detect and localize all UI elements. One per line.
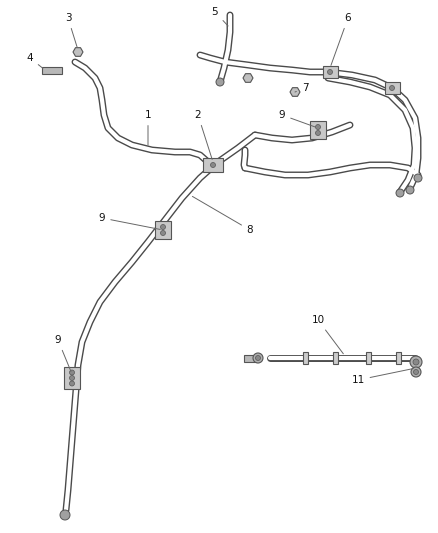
Text: 9: 9 (99, 213, 160, 230)
Circle shape (396, 189, 404, 197)
Bar (365, 352, 371, 364)
Bar (322, 66, 338, 78)
Polygon shape (290, 87, 300, 96)
Text: 9: 9 (279, 110, 315, 127)
Circle shape (70, 376, 74, 381)
Circle shape (328, 69, 332, 75)
Text: 11: 11 (351, 368, 413, 385)
Circle shape (216, 78, 224, 86)
Bar (332, 352, 338, 364)
Text: 2: 2 (194, 110, 212, 159)
Bar (396, 352, 400, 364)
Bar (310, 121, 326, 139)
Circle shape (211, 163, 215, 167)
Bar (244, 354, 258, 361)
Text: 3: 3 (65, 13, 77, 47)
Bar (203, 158, 223, 172)
Circle shape (160, 230, 166, 236)
Circle shape (255, 356, 261, 360)
Circle shape (70, 381, 74, 386)
Circle shape (60, 510, 70, 520)
Bar (64, 367, 80, 389)
Text: 1: 1 (145, 110, 151, 145)
Text: 7: 7 (295, 83, 308, 93)
Bar (42, 67, 62, 74)
Circle shape (389, 85, 395, 91)
Polygon shape (73, 47, 83, 56)
Bar (385, 82, 399, 94)
Circle shape (414, 174, 422, 182)
Circle shape (315, 125, 321, 130)
Text: 4: 4 (27, 53, 43, 68)
Circle shape (160, 224, 166, 230)
Circle shape (253, 353, 263, 363)
Circle shape (413, 359, 419, 365)
Circle shape (315, 131, 321, 135)
Circle shape (406, 186, 414, 194)
Circle shape (411, 367, 421, 377)
Text: 9: 9 (55, 335, 71, 372)
Circle shape (410, 356, 422, 368)
Text: 5: 5 (212, 7, 228, 26)
Bar (303, 352, 307, 364)
Text: 6: 6 (331, 13, 351, 66)
Bar (155, 221, 171, 239)
Polygon shape (243, 74, 253, 82)
Text: 10: 10 (311, 315, 343, 354)
Circle shape (70, 370, 74, 375)
Text: 8: 8 (192, 196, 253, 235)
Circle shape (413, 369, 418, 375)
